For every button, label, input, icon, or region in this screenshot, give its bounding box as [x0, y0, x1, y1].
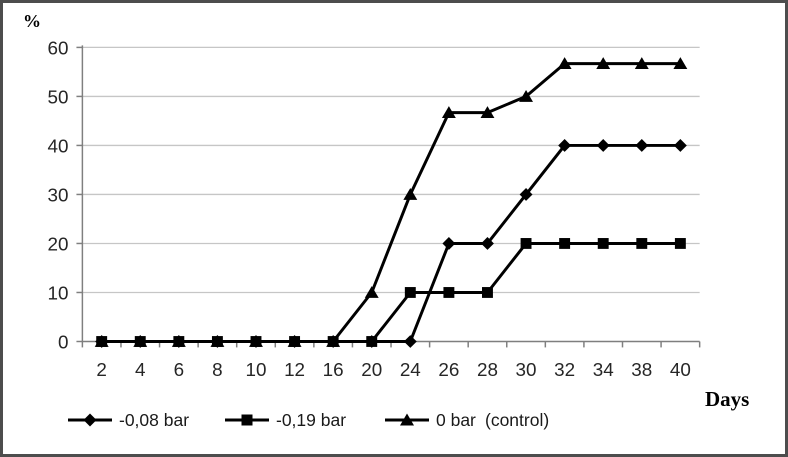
x-tick-label: 30 — [516, 359, 537, 380]
gridlines — [81, 46, 700, 294]
x-tick-label: 12 — [284, 359, 305, 380]
square-marker — [597, 238, 609, 249]
legend-marker-diamond — [68, 413, 112, 427]
square-marker — [96, 336, 108, 347]
x-tick-label: 16 — [323, 359, 344, 380]
x-tick-label: 8 — [212, 359, 222, 380]
diamond-marker — [635, 139, 649, 152]
square-marker — [404, 287, 416, 298]
square-marker — [482, 287, 493, 298]
legend-label: -0,19 bar — [276, 409, 347, 430]
square-marker — [520, 238, 532, 249]
x-tick-label: 34 — [593, 359, 614, 380]
square-marker — [134, 336, 146, 347]
y-tick-label: 0 — [58, 331, 68, 352]
diamond-marker — [481, 237, 494, 250]
series-0-19-bar-line — [101, 241, 681, 343]
triangle-marker — [634, 57, 649, 70]
square-marker — [289, 336, 301, 347]
diamond-marker — [673, 139, 687, 152]
square-marker — [636, 238, 648, 249]
x-tick-label: 24 — [400, 359, 421, 380]
tick-marks — [76, 46, 701, 348]
x-tick-label: 28 — [477, 359, 498, 380]
x-tick-label: 32 — [554, 359, 575, 380]
x-tick-label: 26 — [438, 359, 459, 380]
triangle-marker — [441, 106, 456, 119]
x-tick-label: 6 — [174, 359, 184, 380]
triangle-marker — [519, 90, 533, 102]
x-tick-label: 38 — [631, 359, 652, 380]
square-marker — [327, 336, 339, 347]
legend-marker-triangle — [385, 413, 429, 426]
x-tick-label: 4 — [135, 359, 145, 380]
legend: -0,08 bar -0,19 bar 0 bar (control) — [3, 406, 785, 436]
y-tick-label: 60 — [48, 37, 69, 58]
diamond-marker — [596, 139, 610, 152]
diamond-marker — [442, 237, 456, 250]
y-tick-label: 40 — [48, 135, 69, 156]
x-tick-label: 20 — [361, 359, 382, 380]
series-0-19-bar — [96, 238, 686, 347]
triangle-marker — [480, 106, 495, 119]
diamond-marker — [519, 188, 533, 201]
square-marker — [443, 287, 455, 298]
legend-label: -0,08 bar — [119, 409, 190, 430]
triangle-marker — [557, 57, 572, 70]
square-marker — [211, 336, 223, 347]
legend-item-019-bar: -0,19 bar — [224, 406, 346, 434]
legend-control-note: (control) — [485, 409, 550, 430]
square-marker — [250, 336, 262, 347]
x-tick-label: 2 — [96, 359, 106, 380]
diamond-marker — [403, 335, 417, 348]
y-tick-label: 30 — [48, 184, 69, 205]
axes — [76, 45, 701, 348]
triangle-marker — [364, 286, 379, 298]
triangle-marker — [673, 57, 688, 70]
y-tick-label: 10 — [48, 282, 69, 303]
legend-marker-square — [225, 414, 269, 426]
y-axis-title: % — [23, 11, 41, 31]
y-axis-labels: 0 10 20 30 40 50 60 — [48, 37, 69, 352]
y-tick-label: 50 — [48, 86, 69, 107]
legend-item-008-bar: -0,08 bar — [67, 406, 189, 434]
x-axis-title: Days — [705, 387, 750, 411]
x-tick-label: 10 — [246, 359, 267, 380]
triangle-marker — [403, 188, 418, 200]
series-0-bar — [94, 57, 688, 347]
square-marker — [559, 238, 571, 249]
y-tick-label: 20 — [48, 233, 69, 254]
legend-label: 0 bar — [436, 409, 476, 430]
square-marker — [366, 336, 378, 347]
square-marker — [173, 336, 185, 347]
x-axis-labels: 2 4 6 8 10 12 16 20 24 26 28 30 32 34 38 40 — [96, 359, 690, 380]
x-tick-label: 40 — [670, 359, 691, 380]
legend-item-0-bar-control: 0 bar — [384, 406, 476, 434]
diamond-marker — [558, 139, 572, 152]
triangle-marker — [596, 57, 611, 70]
square-marker — [674, 238, 686, 249]
series-0-bar-line — [101, 62, 681, 343]
